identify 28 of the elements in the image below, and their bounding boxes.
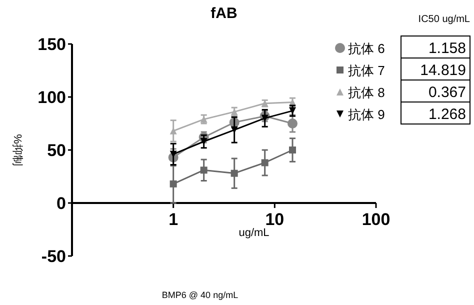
text: BMP6 @ 40 ng/mL: [162, 290, 238, 300]
y-tick-label: 150: [38, 35, 66, 54]
point: [261, 114, 268, 122]
x-tick-label: 100: [362, 210, 390, 229]
text: 1.268: [428, 106, 466, 123]
y-tick-label: 100: [38, 88, 66, 107]
text: 0.367: [428, 84, 466, 101]
y-tick-label: -50: [41, 247, 66, 266]
legend-label: 抗体 9: [348, 107, 385, 122]
text: IC50 ug/mL: [418, 14, 470, 25]
y-tick-label: 0: [56, 194, 66, 213]
legend-label: 抗体 8: [348, 85, 385, 100]
point: [170, 150, 177, 158]
legend-label: 抗体 6: [348, 41, 385, 56]
point: [230, 170, 238, 177]
text: 1.158: [428, 40, 466, 57]
x-axis-title: ug/mL: [238, 227, 270, 239]
text: 14.819: [420, 62, 466, 79]
point: [230, 126, 238, 134]
point: [170, 180, 177, 188]
y-tick-label: 50: [47, 141, 66, 160]
y-axis-title: %抑制: [11, 134, 24, 166]
chart-title: fAB: [210, 5, 238, 22]
point: [261, 159, 268, 166]
x-tick-label: 10: [265, 210, 284, 229]
legend-label: 抗体 7: [348, 63, 385, 78]
point: [200, 166, 208, 174]
x-tick-label: 1: [168, 210, 178, 229]
